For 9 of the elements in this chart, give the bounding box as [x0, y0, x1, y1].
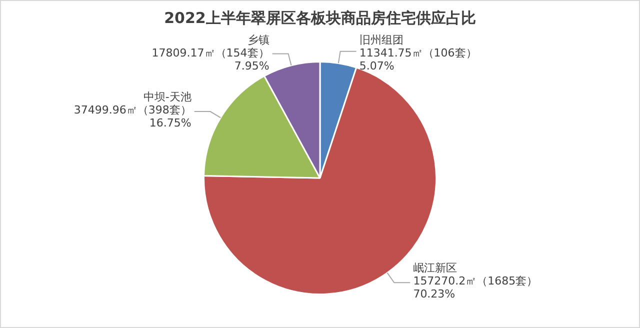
- slice-label: 乡镇: [247, 33, 270, 46]
- data-label: 17809.17㎡（154套） 7.95%: [152, 46, 270, 72]
- data-label: 37499.96㎡（398套） 16.75%: [74, 103, 192, 130]
- slice-label: 旧州组团: [359, 33, 404, 46]
- slice-label: 中坝-天池: [143, 90, 192, 104]
- slice-label: 岷江新区: [413, 261, 458, 274]
- data-label: 11341.75㎡（106套） 5.07%: [359, 46, 477, 72]
- chart-title: 2022上半年翠屏区各板块商品房住宅供应占比: [163, 9, 477, 28]
- data-label: 157270.2㎡（1685套） 70.23%: [413, 274, 538, 300]
